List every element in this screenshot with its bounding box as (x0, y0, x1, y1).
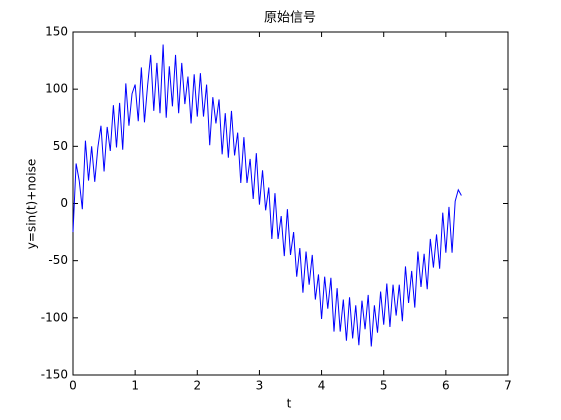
y-tick-label: -100 (41, 310, 68, 324)
x-tick-label: 2 (193, 379, 201, 393)
chart-title: 原始信号 (264, 11, 316, 26)
x-tick-label: 5 (380, 379, 388, 393)
y-tick-label: 100 (45, 82, 68, 96)
x-tick-label: 1 (131, 379, 139, 393)
data-line (72, 44, 462, 347)
x-tick-label: 4 (318, 379, 326, 393)
y-tick-label: 150 (45, 25, 68, 39)
y-tick-label: 50 (53, 139, 68, 153)
x-tick-label: 0 (69, 379, 77, 393)
y-tick-label: -150 (41, 368, 68, 382)
x-axis-label: t (287, 397, 292, 411)
y-tick-label: -50 (48, 253, 68, 267)
axes-box (72, 31, 509, 376)
x-tick-label: 7 (504, 379, 512, 393)
y-axis-label: y=sin(t)+noise (25, 159, 39, 249)
x-tick-label: 6 (442, 379, 450, 393)
y-tick-label: 0 (60, 196, 68, 210)
x-tick-label: 3 (256, 379, 264, 393)
